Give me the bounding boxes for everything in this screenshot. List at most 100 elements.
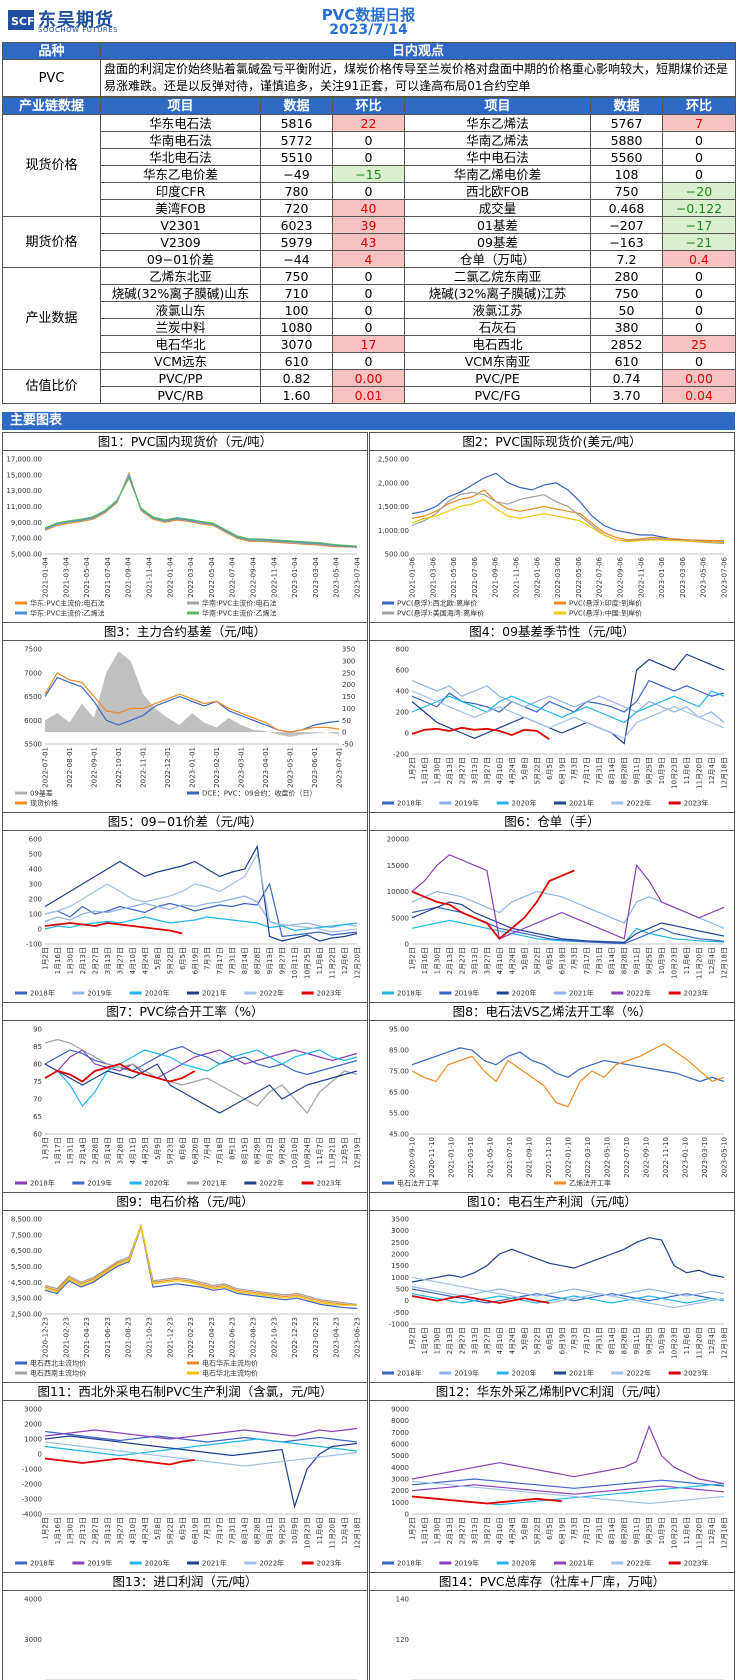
y-tick-label: 400 bbox=[396, 688, 409, 696]
x-tick-label: 3月27日 bbox=[116, 947, 124, 974]
y-tick-label: 200 bbox=[29, 896, 42, 904]
x-tick-label: 10月9日 bbox=[658, 1327, 666, 1354]
x-tick-label: 9月25日 bbox=[646, 757, 654, 784]
legend-label: 2018年 bbox=[30, 989, 55, 998]
legend-label: 2022年 bbox=[259, 1559, 284, 1568]
logo-mark-icon: SCF bbox=[8, 10, 34, 30]
value-right: 280 bbox=[590, 267, 663, 285]
legend-swatch bbox=[15, 601, 27, 605]
y-tick-label: 17,000.00 bbox=[6, 456, 42, 464]
legend-label: 电石法开工率 bbox=[397, 1179, 439, 1188]
chart-svg: 3500 3000 2500 2000 1500 1000 500 0 -500 -10001月2… bbox=[382, 1216, 729, 1378]
x-tick-label: 10月25日 bbox=[304, 947, 312, 979]
series-line bbox=[44, 474, 358, 548]
series-line bbox=[411, 653, 725, 745]
x-tick-label: 1月31日 bbox=[66, 1137, 74, 1164]
legend-swatch bbox=[668, 801, 681, 805]
chart-panel: 图12：华东外采乙烯制PVC利润（元/吨） 9000 8000 7000 6000 500… bbox=[369, 1382, 735, 1573]
legend-label: 2020年 bbox=[512, 799, 537, 808]
y2-tick-label: 50 bbox=[342, 717, 351, 725]
x-tick-label: 3月27日 bbox=[483, 1327, 491, 1354]
x-tick-label: 10月23日 bbox=[671, 1517, 679, 1549]
legend-swatch bbox=[187, 791, 199, 795]
table-row: 美湾FOB 720 40 成交量 0.468 −0.122 bbox=[3, 199, 736, 217]
logo-cn: 东吴期货 bbox=[38, 10, 114, 31]
x-tick-label: 2月13日 bbox=[446, 757, 454, 784]
x-tick-label: 2022-11-06 bbox=[637, 556, 645, 597]
x-tick-label: 2022-05-10 bbox=[604, 1137, 612, 1178]
legend-label: 2022年 bbox=[626, 799, 651, 808]
change-left: 0 bbox=[332, 352, 405, 370]
value-right: −163 bbox=[590, 233, 663, 251]
table-header-cell: 产业链数据 bbox=[2, 97, 101, 115]
y-tick-label: 3000 bbox=[24, 1406, 42, 1414]
value-left: 780 bbox=[260, 182, 333, 200]
change-left: 39 bbox=[332, 216, 405, 234]
item-right: 烧碱(32%离子膜碱)江苏 bbox=[404, 284, 591, 302]
value-left: 720 bbox=[260, 199, 333, 217]
legend-label: 2023年 bbox=[317, 1179, 342, 1188]
item-right: 华南乙烯电价差 bbox=[404, 165, 591, 183]
y-tick-label: -500 bbox=[393, 1309, 409, 1317]
x-tick-label: 2023-01-06 bbox=[658, 556, 666, 597]
table-row: 电石华北 3070 17 电石西北 2852 25 bbox=[3, 335, 736, 353]
x-tick-label: 1月2日 bbox=[409, 1327, 417, 1350]
legend-swatch bbox=[496, 1371, 509, 1375]
y-tick-label: 13,000.00 bbox=[6, 487, 42, 495]
chart-svg: 140 120 bbox=[396, 1596, 724, 1680]
x-tick-label: 9月13日 bbox=[266, 947, 274, 974]
x-tick-label: 2022-09-04 bbox=[250, 556, 258, 597]
x-tick-label: 12月4日 bbox=[708, 947, 716, 974]
table-row: 兰炭中料 1080 0 石灰石 380 0 bbox=[3, 318, 736, 336]
y-tick-label: -3000 bbox=[22, 1496, 42, 1504]
legend-swatch bbox=[15, 991, 27, 995]
logo-en: SOOCHOW FUTURES bbox=[38, 26, 119, 34]
y-tick-label: 3500 bbox=[391, 1216, 409, 1224]
x-tick-label: 2023-05-06 bbox=[700, 556, 708, 597]
y2-tick-label: 100 bbox=[342, 705, 355, 713]
legend-label: 2022年 bbox=[259, 989, 284, 998]
x-tick-label: 11月7日 bbox=[316, 1137, 324, 1164]
chart-title: 图10：电石生产利润（元/吨） bbox=[370, 1193, 734, 1211]
legend-swatch bbox=[72, 1561, 85, 1565]
series-line bbox=[44, 916, 358, 932]
y-tick-label: 3000 bbox=[391, 1476, 409, 1484]
y-tick-label: 90 bbox=[33, 1026, 42, 1034]
x-tick-label: 1月30日 bbox=[433, 1327, 441, 1354]
x-tick-label: 8月28日 bbox=[254, 1517, 262, 1544]
x-tick-label: 1月17日 bbox=[54, 1137, 62, 1164]
series-line bbox=[411, 1286, 725, 1297]
group-label: 期货价格 bbox=[2, 216, 101, 268]
legend-label: 2021年 bbox=[202, 989, 227, 998]
value-right: 0.74 bbox=[590, 369, 663, 387]
col-product: 品种 bbox=[2, 42, 101, 60]
legend-label: 2019年 bbox=[87, 1179, 112, 1188]
value-left: 5772 bbox=[260, 131, 333, 149]
legend-label: 2019年 bbox=[87, 1559, 112, 1568]
item-left: 华北电石法 bbox=[100, 148, 261, 166]
x-tick-label: 2月27日 bbox=[91, 947, 99, 974]
legend-label: 电石西南主流均价 bbox=[30, 1369, 86, 1378]
change-right: −0.122 bbox=[662, 199, 736, 217]
x-tick-label: 2021-08-23 bbox=[125, 1317, 133, 1358]
legend-label: 现货价格 bbox=[30, 799, 58, 808]
y-tick-label: 45.00 bbox=[389, 1131, 409, 1139]
x-tick-label: 5月8日 bbox=[154, 947, 162, 970]
x-tick-label: 2月27日 bbox=[458, 947, 466, 974]
chart-svg: 17,000.00 15,000.00 13,000.00 11,000.00 9,00… bbox=[6, 456, 361, 618]
legend-swatch bbox=[382, 801, 394, 805]
chart-title: 图7：PVC综合开工率（%） bbox=[3, 1003, 367, 1021]
x-tick-label: 8月28日 bbox=[621, 757, 629, 784]
x-tick-label: 4月10日 bbox=[129, 947, 137, 974]
chart-panel: 图11：西北外采电石制PVC生产利润（含氯，元/吨） 3000 2000 1000 0 -… bbox=[2, 1382, 368, 1573]
y-tick-label: 9000 bbox=[391, 1406, 409, 1414]
x-tick-label: 2020-12-23 bbox=[42, 1317, 50, 1358]
value-left: 5816 bbox=[260, 114, 333, 132]
y2-tick-label: 150 bbox=[342, 693, 355, 701]
series-line bbox=[411, 1495, 562, 1505]
change-left: 43 bbox=[332, 233, 405, 251]
x-tick-label: 2022-03-10 bbox=[584, 1137, 592, 1178]
x-tick-label: 2021-04-23 bbox=[83, 1317, 91, 1358]
